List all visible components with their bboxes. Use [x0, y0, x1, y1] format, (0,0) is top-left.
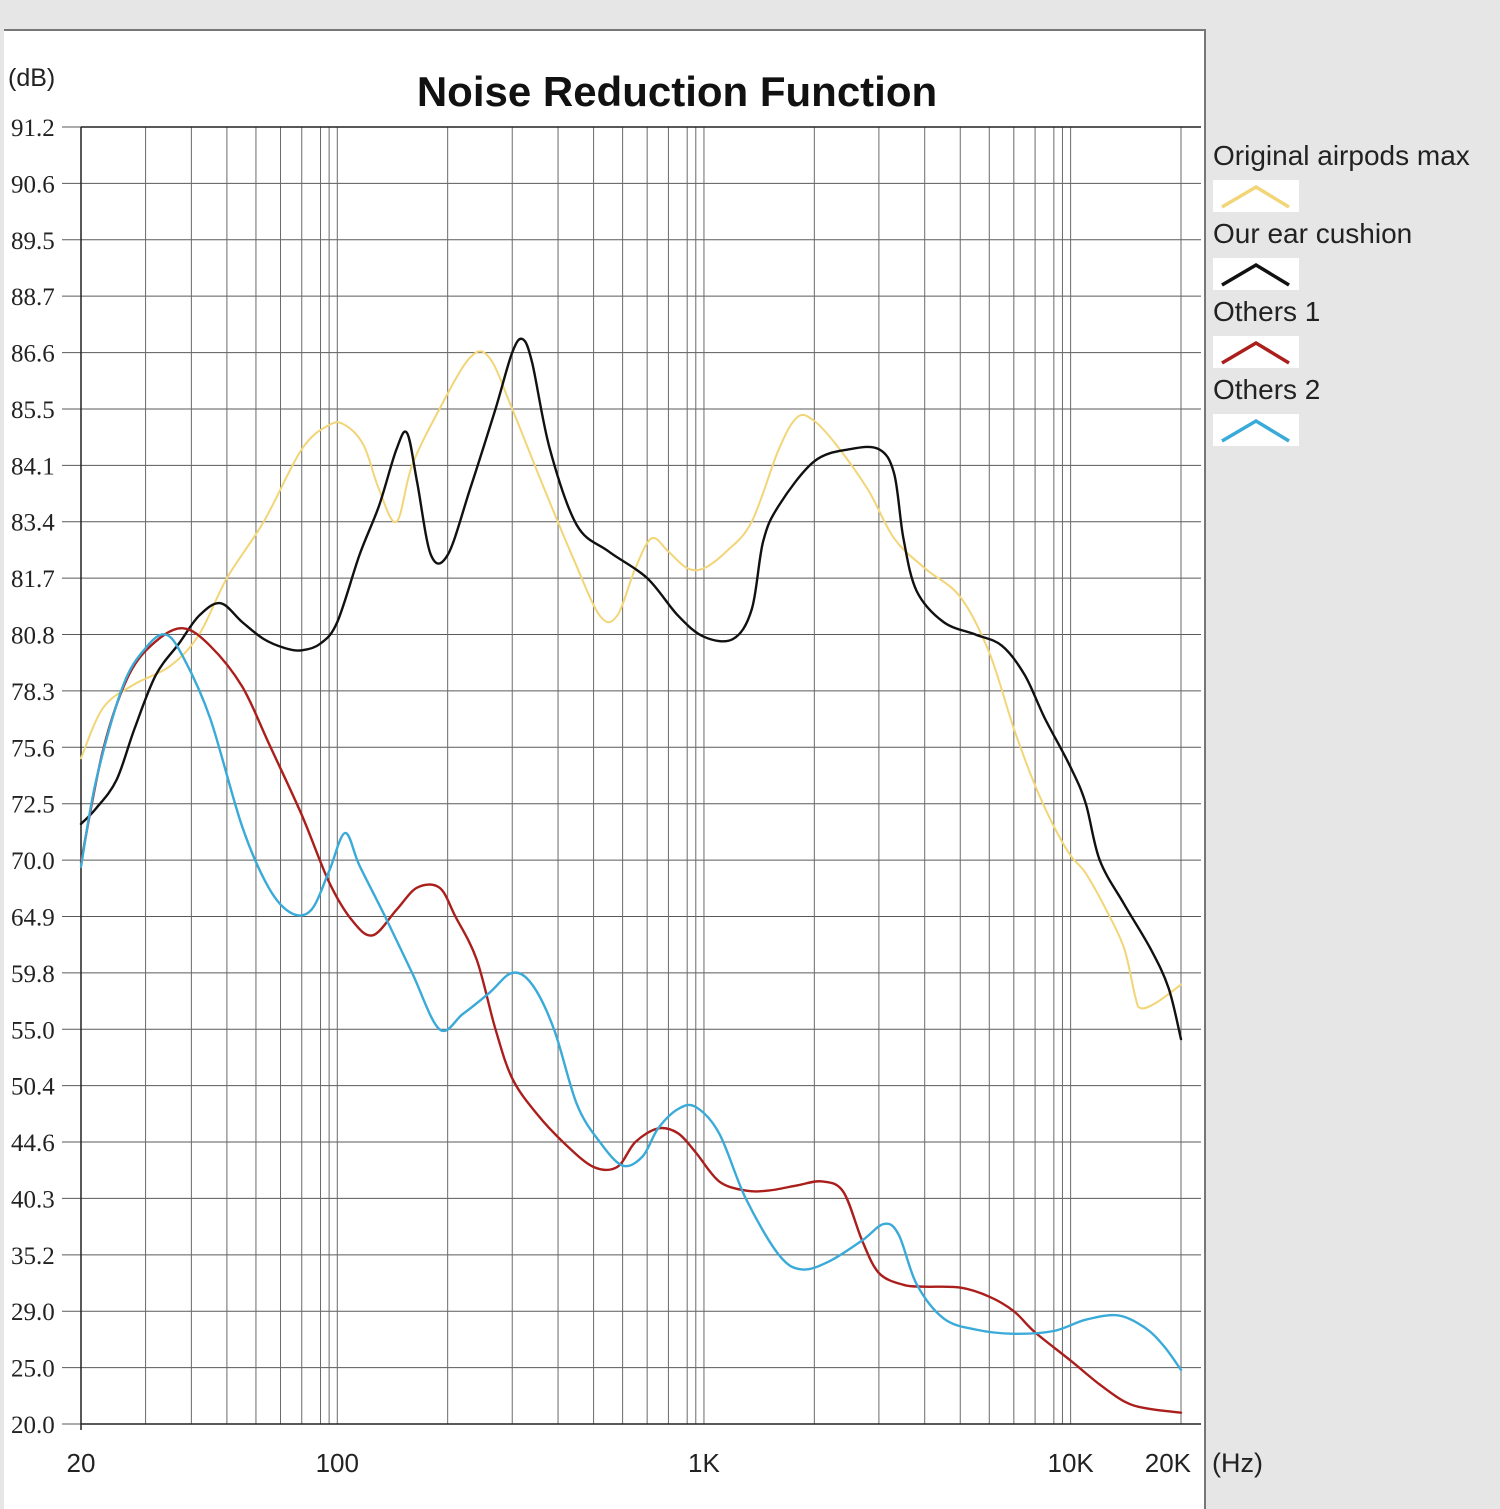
y-tick-label: 78.3 [11, 679, 55, 706]
y-tick-label: 86.6 [11, 341, 55, 368]
series-original-airpods-max [80, 350, 1182, 1010]
y-tick-label: 70.0 [11, 848, 55, 875]
legend-label: Others 1 [1213, 296, 1321, 327]
y-tick-label: 20.0 [11, 1412, 55, 1439]
x-tick-labels: 20 100 1K 10K 20K [67, 1448, 1192, 1478]
legend-swatch [1213, 336, 1299, 368]
y-tick-label: 85.5 [11, 397, 55, 424]
y-tick-label: 83.4 [11, 510, 55, 537]
x-tick-label: 1K [688, 1448, 720, 1478]
legend-entry: Original airpods max [1213, 140, 1498, 212]
x-tick-label: 10K [1047, 1448, 1094, 1478]
y-tick-label: 35.2 [11, 1243, 55, 1270]
x-tick-label: 20 [67, 1448, 96, 1478]
y-tick-label: 84.1 [11, 453, 55, 480]
legend-swatch-icon [1221, 340, 1290, 365]
y-tick-label: 81.7 [11, 566, 55, 593]
y-tick-label: 29.0 [11, 1299, 55, 1326]
legend-swatch [1213, 180, 1299, 212]
y-tick-label: 55.0 [11, 1017, 55, 1044]
legend-entry: Others 2 [1213, 374, 1498, 446]
y-tick-label: 44.6 [11, 1130, 55, 1157]
y-tick-label: 75.6 [11, 735, 55, 762]
legend-swatch-icon [1221, 262, 1290, 287]
y-tick-label: 89.5 [11, 228, 55, 255]
x-tick-label: 20K [1145, 1448, 1192, 1478]
y-tick-label: 72.5 [11, 792, 55, 819]
y-axis-label: (dB) [8, 64, 55, 92]
series-others-2 [79, 633, 1183, 1372]
y-tick-label: 25.0 [11, 1356, 55, 1383]
legend-label: Our ear cushion [1213, 218, 1413, 249]
legend-swatch-line [1221, 340, 1290, 365]
axes [80, 126, 1201, 1430]
y-tick-label: 91.2 [11, 115, 55, 142]
legend-swatch-line [1221, 418, 1290, 443]
legend-label: Original airpods max [1213, 140, 1470, 171]
series-lines [79, 337, 1183, 1414]
series-others-1 [79, 627, 1183, 1414]
legend-label: Others 2 [1213, 374, 1321, 405]
legend-swatch-icon [1221, 418, 1290, 443]
grid-lines [62, 126, 1201, 1425]
y-tick-labels: 91.2 90.6 89.5 88.7 86.6 85.5 84.1 83.4 81.7 80.8… [11, 115, 55, 1439]
legend-entry: Our ear cushion [1213, 218, 1498, 290]
x-tick-label: 100 [316, 1448, 359, 1478]
legend-swatch-line [1221, 184, 1290, 209]
y-tick-label: 80.8 [11, 623, 55, 650]
y-tick-label: 64.9 [11, 904, 55, 931]
legend-entry: Others 1 [1213, 296, 1498, 368]
y-tick-label: 50.4 [11, 1074, 55, 1101]
y-tick-label: 40.3 [11, 1186, 55, 1213]
y-tick-label: 90.6 [11, 171, 55, 198]
y-tick-label: 88.7 [11, 284, 55, 311]
y-tick-label: 59.8 [11, 961, 55, 988]
legend-swatch [1213, 258, 1299, 290]
legend-swatch-line [1221, 262, 1290, 287]
series-our-ear-cushion [79, 337, 1183, 1041]
plot-panel [4, 29, 1206, 1509]
legend-swatch [1213, 414, 1299, 446]
legend: Original airpods max Our ear cushion Other… [1213, 140, 1498, 452]
legend-swatch-icon [1221, 184, 1290, 209]
chart-title: Noise Reduction Function [417, 68, 937, 115]
x-axis-label: (Hz) [1212, 1448, 1263, 1478]
